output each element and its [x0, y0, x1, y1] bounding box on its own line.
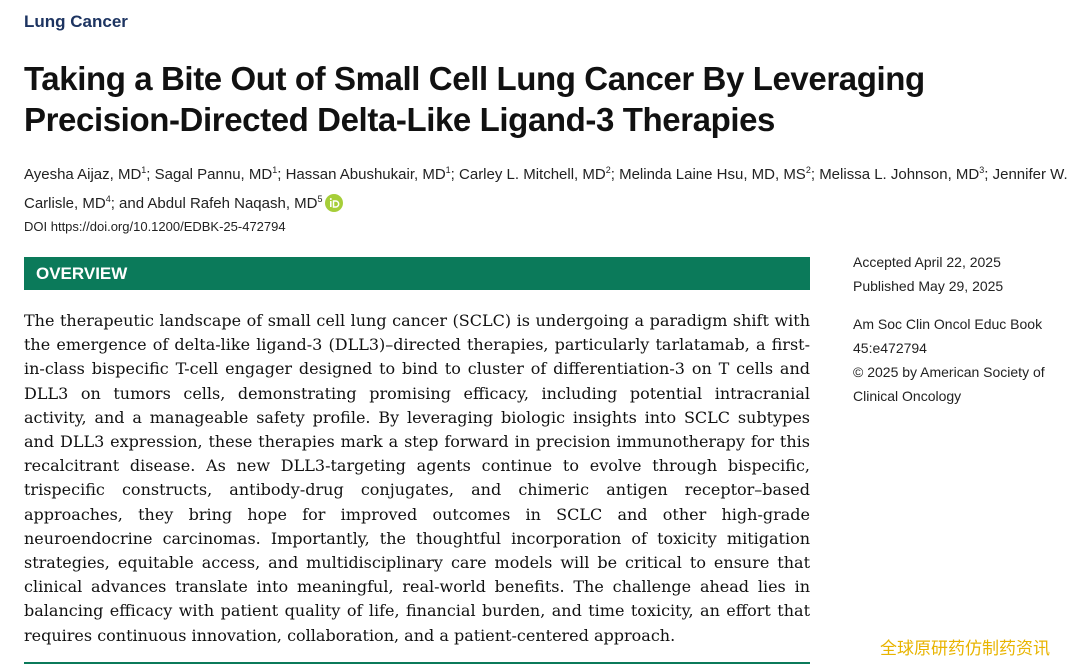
author-name: Hassan Abushukair, MD [285, 166, 446, 183]
author-name: Carley L. Mitchell, MD [459, 166, 606, 183]
author-affiliation: 2 [605, 165, 611, 175]
doi[interactable]: DOI https://doi.org/10.1200/EDBK-25-4727… [24, 219, 286, 234]
overview-text: The therapeutic landscape of small cell … [24, 311, 810, 645]
article-title: Taking a Bite Out of Small Cell Lung Can… [24, 60, 925, 138]
published-date: Published May 29, 2025 [853, 278, 1004, 294]
accepted-date: Accepted April 22, 2025 [853, 254, 1001, 270]
author-name: Melissa L. Johnson, MD [819, 166, 980, 183]
separator: ; and [110, 195, 148, 212]
author-affiliation: 3 [979, 165, 985, 175]
separator: ; [984, 166, 993, 183]
overview-bar [24, 257, 810, 290]
author-name: Jennifer W. Carlisle, MD [24, 166, 1068, 212]
author-name: Melinda Laine Hsu, MD, MS [619, 166, 806, 183]
author-list: Ayesha Aijaz, MD1; Sagal Pannu, MD1; Has… [24, 158, 1069, 216]
author-name: Ayesha Aijaz, MD [24, 166, 142, 183]
sidebar: Accepted April 22, 2025 Published May 29… [853, 250, 1053, 408]
author-affiliation: 2 [805, 165, 811, 175]
divider [24, 662, 810, 664]
citation: Am Soc Clin Oncol Educ Book 45:e472794 [853, 316, 1043, 356]
author-affiliation: 4 [105, 194, 111, 204]
copyright: © 2025 by American Society of Clinical O… [853, 364, 1045, 404]
separator: ; [810, 166, 820, 183]
watermark: 全球原研药仿制药资讯 [880, 639, 1050, 659]
author-affiliation: 5 [317, 194, 323, 204]
author-name: Abdul Rafeh Naqash, MD [147, 195, 318, 212]
author-affiliation: 1 [272, 165, 278, 175]
separator: ; [146, 166, 155, 183]
separator: ; [277, 166, 286, 183]
author-name: Sagal Pannu, MD [154, 166, 273, 183]
orcid-icon[interactable] [324, 194, 343, 212]
separator: ; [450, 166, 460, 183]
author-affiliation: 1 [141, 165, 147, 175]
section-label: Lung Cancer [24, 12, 128, 31]
overview-heading: OVERVIEW [36, 264, 128, 283]
author-affiliation: 1 [445, 165, 451, 175]
separator: ; [610, 166, 620, 183]
